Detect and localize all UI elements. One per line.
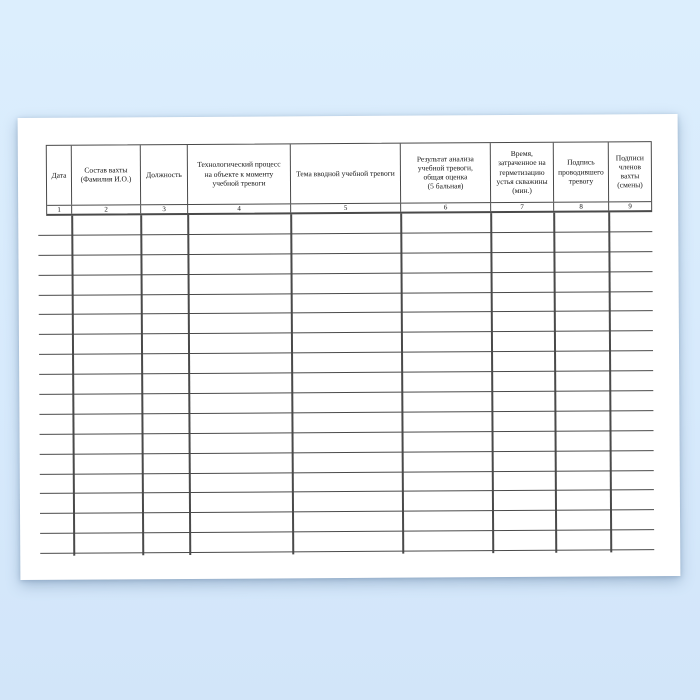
header-cell-position: Должность	[140, 144, 189, 204]
header-label-line: проводившего	[558, 167, 604, 177]
header-cell-analysis-result: Результат анализа учебной тревоги, общая…	[400, 143, 492, 203]
header-cell-crew-signatures: Подписи членов вахты (смены)	[609, 142, 651, 201]
column-number: 6	[401, 202, 492, 212]
column-number: 5	[291, 203, 402, 213]
column-number: 7	[491, 202, 555, 212]
column-number: 2	[72, 204, 142, 214]
header-label-line: (5 бальная)	[427, 181, 464, 191]
header-label-line: на объекте к моменту	[204, 169, 274, 179]
header-cell-sealing-time: Время, затраченное на герметизацию устья…	[490, 142, 555, 202]
header-cell-crew: Состав вахты (Фамилия И.О.)	[71, 145, 142, 205]
header-cell-process: Технологический процесс на объекте к мом…	[187, 144, 292, 204]
header-cell-date: Дата	[46, 145, 73, 205]
header-label-line: Время,	[510, 149, 533, 159]
table-body	[38, 212, 655, 556]
training-drill-log-table: Дата Состав вахты (Фамилия И.О.) Должнос…	[38, 141, 655, 556]
column-number: 1	[47, 205, 73, 214]
table-header-row: Дата Состав вахты (Фамилия И.О.) Должнос…	[46, 142, 652, 206]
header-label-line: герметизацию	[499, 167, 545, 177]
header-label-line: (мин.)	[512, 185, 532, 196]
header-label-line: Результат анализа	[416, 154, 474, 164]
header-label-line: затраченное на	[497, 158, 546, 168]
header-label-line: Дата	[51, 170, 67, 180]
header-label-line: Подписи	[615, 153, 644, 163]
header-label-line: Подпись	[567, 157, 595, 168]
header-label-line: общая оценка	[423, 172, 468, 182]
header-label-line: устья скважины	[496, 176, 548, 186]
header-label-line: вахты	[620, 171, 640, 181]
header-label-line: Технологический процесс	[197, 159, 281, 170]
column-number: 3	[141, 204, 189, 214]
header-label-line: членов	[618, 162, 642, 172]
header-cell-conductor-signature: Подпись проводившего тревогу	[553, 142, 610, 202]
column-number: 4	[188, 203, 292, 213]
column-number: 9	[628, 202, 632, 211]
document-page: Дата Состав вахты (Фамилия И.О.) Должнос…	[17, 113, 681, 581]
header-label-line: Состав вахты	[84, 165, 128, 175]
blank-table-row	[40, 530, 655, 555]
header-cell-drill-topic: Тема вводной учебной тревоги	[290, 143, 402, 203]
header-label-line: (смены)	[617, 180, 643, 190]
header-label-line: Тема вводной учебной тревоги	[296, 168, 395, 178]
header-label-line: учебной тревоги,	[417, 163, 473, 173]
header-label-line: тревогу	[568, 176, 594, 186]
header-label-line: (Фамилия И.О.)	[80, 174, 132, 184]
table-body-rows	[38, 212, 655, 555]
table-header-block: Дата Состав вахты (Фамилия И.О.) Должнос…	[45, 141, 653, 216]
header-label-line: Должность	[146, 169, 182, 179]
header-label-line: учебной тревоги	[212, 178, 266, 188]
column-number: 8	[554, 201, 610, 211]
